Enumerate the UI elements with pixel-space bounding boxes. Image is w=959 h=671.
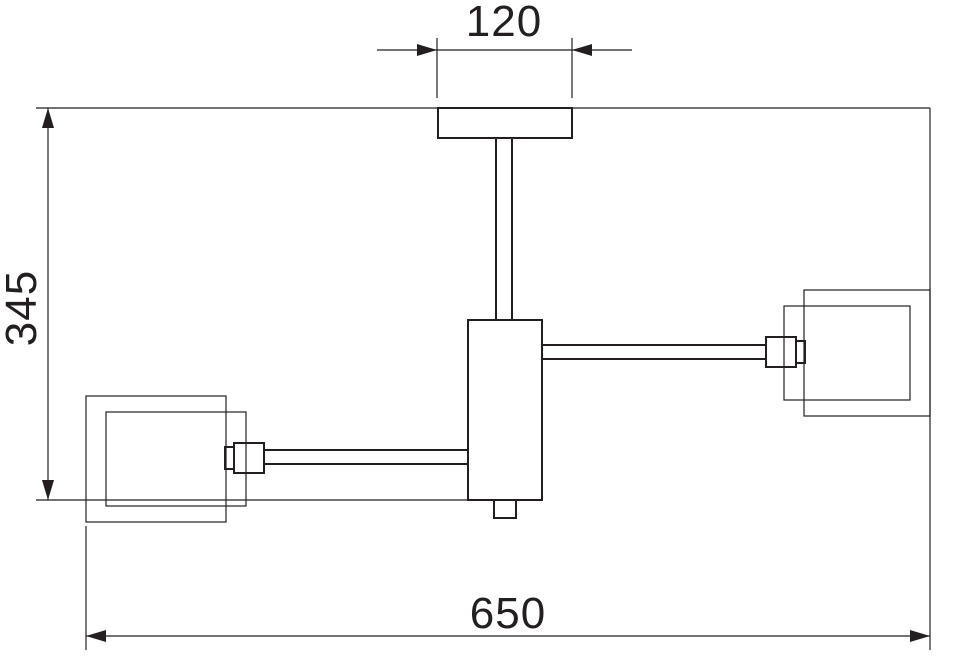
fixture-socket-left xyxy=(234,443,264,473)
fixture-hub xyxy=(468,320,542,500)
dimension-top: 120 xyxy=(377,0,632,98)
fixture-stem xyxy=(496,138,512,320)
fixture-shade-right-inner xyxy=(784,306,910,400)
fixture-arm-right xyxy=(542,345,766,359)
dimension-top-label: 120 xyxy=(466,0,542,46)
fixture-hub-cap xyxy=(494,500,516,518)
dimension-left-label: 345 xyxy=(0,270,46,346)
fixture-shade-left-outer xyxy=(86,396,226,522)
dimension-bottom-label: 650 xyxy=(470,589,546,638)
fixture-shade-right-outer xyxy=(804,290,930,416)
fixture xyxy=(86,108,930,522)
fixture-arm-left xyxy=(264,450,468,464)
fixture-canopy xyxy=(438,108,572,138)
fixture-socket-right xyxy=(766,337,796,367)
dimension-left: 345 xyxy=(0,108,930,500)
